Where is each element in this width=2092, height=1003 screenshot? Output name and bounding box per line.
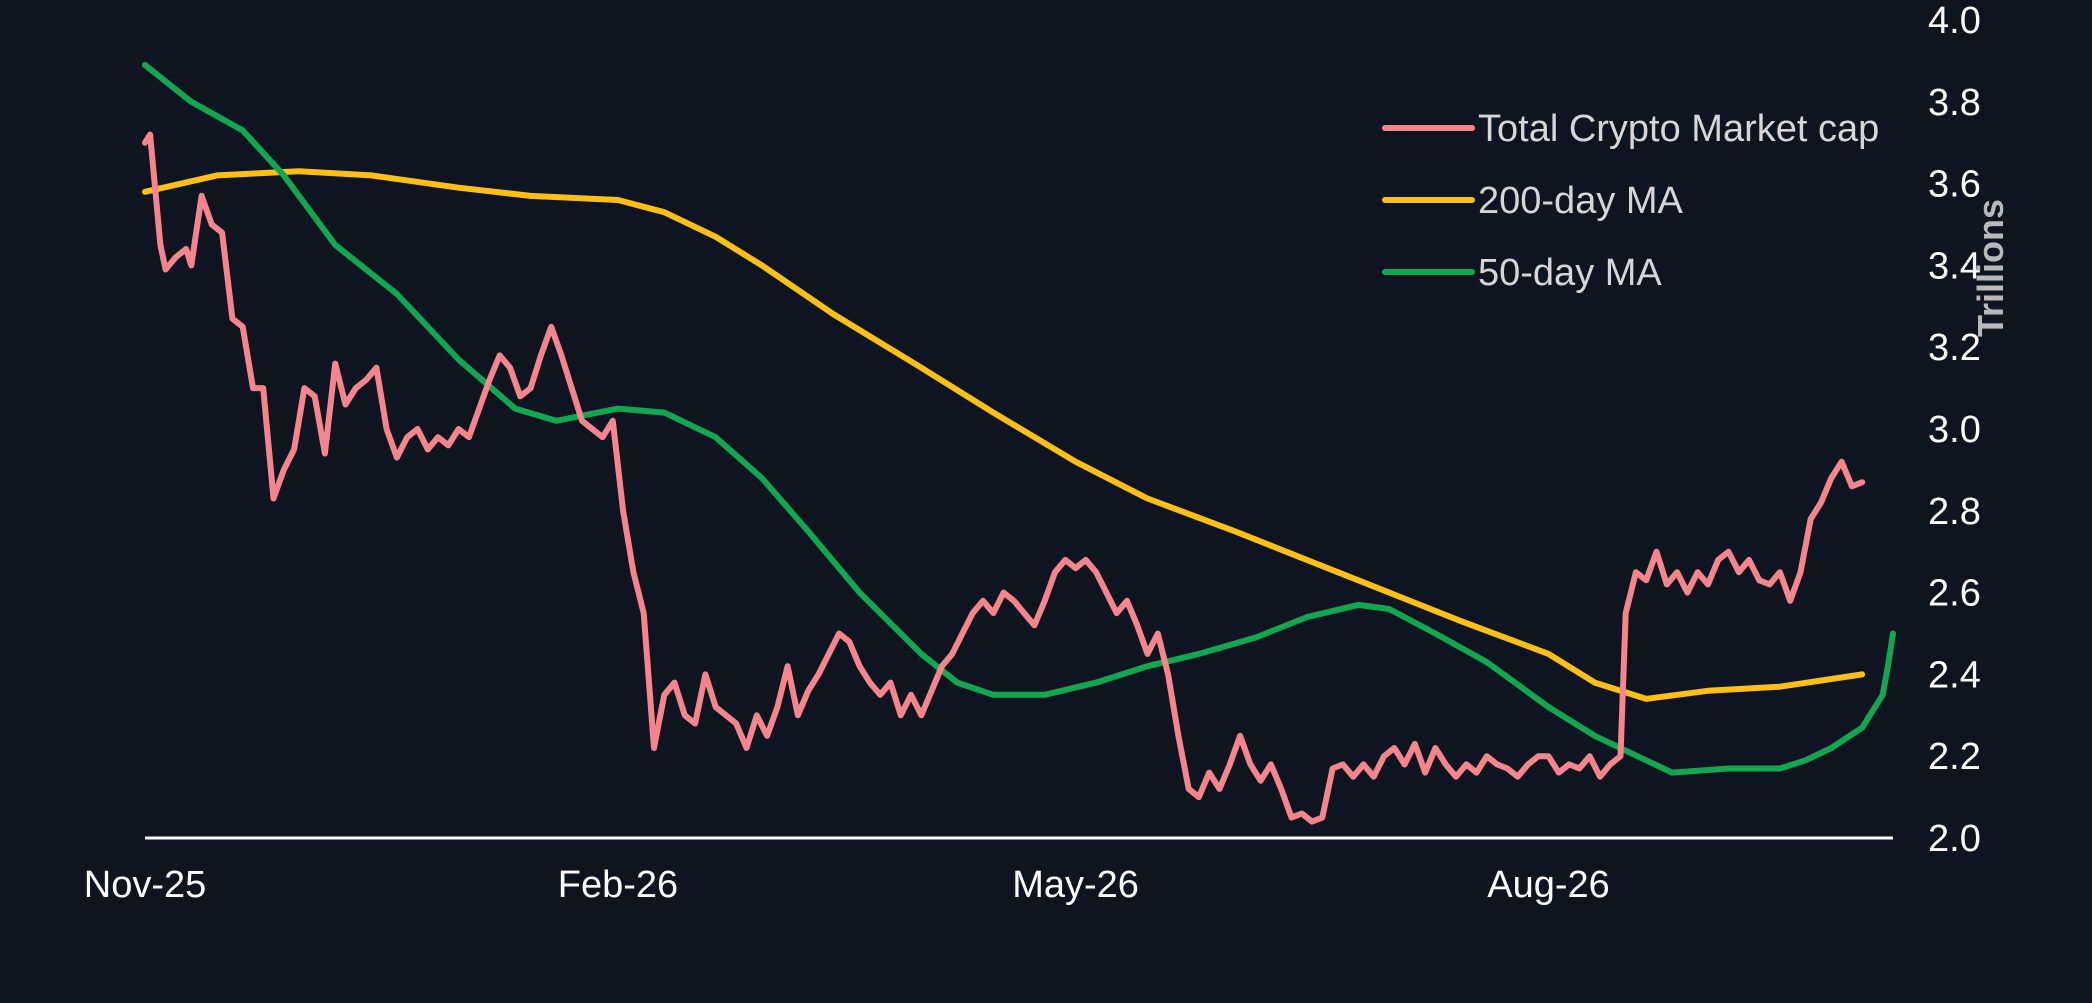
x-tick-label: Nov-25 (84, 864, 207, 906)
y-tick-label: 2.6 (1928, 573, 1981, 615)
series-line-200-day-ma (142, 168, 1866, 702)
series-layer (142, 62, 1896, 825)
y-tick-label: 3.6 (1928, 164, 1981, 206)
y-tick-label: 3.8 (1928, 82, 1981, 124)
y-tick-label: 2.8 (1928, 491, 1981, 533)
y-tick-label: 2.4 (1928, 654, 1981, 696)
series-line-total-market-cap (142, 131, 1866, 825)
y-tick-label: 4.0 (1928, 0, 1981, 42)
x-tick-label: Aug-26 (1487, 864, 1610, 906)
legend: Total Crypto Market cap 200-day MA 50-day … (1382, 108, 1879, 294)
y-tick-label: 3.2 (1928, 327, 1981, 369)
y-tick-label: 2.0 (1928, 818, 1981, 860)
legend-label: 50-day MA (1478, 252, 1662, 294)
y-axis-ticks: 2.0 2.2 2.4 2.6 2.8 3.0 3.2 3.4 3.6 3.8 4.0 (1928, 0, 1981, 860)
y-axis-title: Trillions (1970, 199, 2011, 337)
y-tick-label: 3.0 (1928, 409, 1981, 451)
x-tick-label: May-26 (1012, 864, 1139, 906)
x-axis-ticks: Nov-25 Feb-26 May-26 Aug-26 (84, 864, 1610, 906)
y-tick-label: 3.4 (1928, 245, 1981, 287)
legend-label: Total Crypto Market cap (1478, 108, 1879, 150)
x-tick-label: Feb-26 (558, 864, 678, 906)
legend-label: 200-day MA (1478, 180, 1684, 222)
y-tick-label: 2.2 (1928, 736, 1981, 778)
